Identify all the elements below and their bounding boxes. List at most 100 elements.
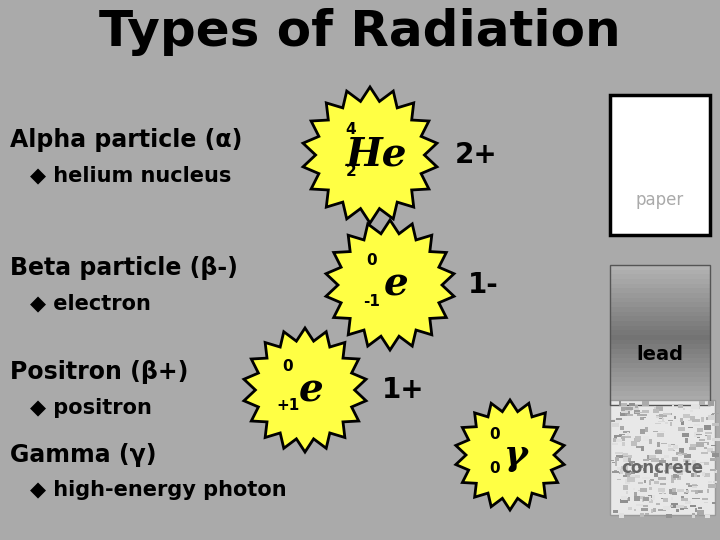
Bar	[670, 422, 672, 426]
Bar	[654, 406, 662, 409]
Bar	[616, 456, 624, 457]
Bar	[621, 469, 623, 474]
Bar	[690, 473, 696, 477]
Bar	[622, 469, 626, 472]
Bar	[623, 475, 627, 477]
Text: +1: +1	[276, 398, 300, 413]
Bar	[680, 507, 684, 510]
Bar	[696, 434, 702, 435]
Bar	[648, 495, 654, 498]
Bar	[705, 432, 712, 434]
Text: ◆ helium nucleus: ◆ helium nucleus	[30, 165, 231, 185]
Bar	[613, 438, 617, 442]
Bar	[679, 453, 687, 455]
Bar	[696, 442, 704, 447]
Bar	[677, 476, 680, 481]
Bar	[616, 418, 621, 421]
Bar	[659, 461, 665, 463]
Bar	[705, 515, 710, 518]
Bar	[612, 462, 616, 463]
Bar	[686, 483, 690, 485]
Bar	[693, 419, 701, 422]
Bar	[707, 402, 713, 404]
Bar	[663, 468, 667, 470]
Bar	[703, 473, 710, 476]
Bar	[712, 502, 716, 504]
Bar	[656, 415, 662, 417]
Bar	[620, 426, 624, 430]
Bar	[642, 459, 649, 461]
Bar	[619, 401, 621, 406]
Bar	[712, 438, 720, 441]
Bar	[621, 466, 628, 471]
Bar	[668, 420, 673, 421]
Bar	[669, 489, 675, 494]
Bar	[624, 436, 631, 437]
Bar	[634, 436, 641, 441]
Polygon shape	[456, 400, 564, 510]
Bar	[637, 414, 642, 416]
Bar	[655, 423, 661, 424]
Bar	[631, 471, 635, 474]
Bar	[629, 463, 633, 466]
Text: Types of Radiation: Types of Radiation	[99, 8, 621, 56]
Bar	[631, 475, 637, 478]
Text: -1: -1	[364, 294, 380, 309]
Bar	[612, 419, 616, 420]
Bar	[706, 435, 709, 436]
Bar	[610, 269, 710, 275]
Bar	[700, 462, 708, 463]
Text: γ: γ	[503, 438, 528, 472]
Bar	[643, 417, 646, 418]
Bar	[684, 454, 691, 458]
Bar	[688, 447, 696, 450]
Bar	[634, 492, 637, 496]
Bar	[610, 312, 710, 317]
Bar	[672, 488, 676, 492]
Bar	[685, 438, 688, 443]
Bar	[617, 468, 621, 470]
Bar	[688, 420, 695, 421]
Bar	[683, 414, 690, 418]
Bar	[711, 414, 714, 417]
Bar	[699, 439, 705, 441]
Bar	[668, 515, 672, 518]
Bar	[697, 436, 700, 438]
Bar	[680, 508, 688, 509]
Bar	[673, 450, 675, 451]
Bar	[615, 421, 619, 423]
Bar	[654, 450, 662, 455]
Bar	[671, 480, 674, 483]
Bar	[695, 424, 700, 426]
Bar	[610, 274, 710, 280]
Bar	[638, 490, 641, 491]
Bar	[710, 458, 716, 461]
Bar	[625, 411, 627, 413]
Bar	[634, 410, 641, 414]
Text: ◆ positron: ◆ positron	[30, 398, 152, 418]
Bar	[691, 490, 696, 492]
Bar	[704, 502, 708, 503]
Bar	[711, 451, 715, 453]
Bar	[680, 450, 685, 453]
Bar	[677, 489, 684, 492]
Bar	[610, 95, 710, 235]
Bar	[631, 442, 637, 446]
Bar	[700, 428, 703, 429]
Bar	[625, 474, 631, 475]
Bar	[711, 423, 719, 426]
Bar	[619, 514, 624, 518]
Bar	[644, 504, 648, 508]
Bar	[626, 490, 629, 494]
Bar	[665, 468, 669, 472]
Bar	[610, 345, 710, 349]
Bar	[631, 475, 635, 477]
Bar	[671, 497, 673, 500]
Bar	[683, 492, 686, 494]
Bar	[657, 416, 662, 419]
Text: 1-: 1-	[468, 271, 499, 299]
Bar	[610, 335, 710, 340]
Bar	[649, 481, 651, 485]
Bar	[616, 439, 622, 442]
Bar	[634, 437, 640, 442]
